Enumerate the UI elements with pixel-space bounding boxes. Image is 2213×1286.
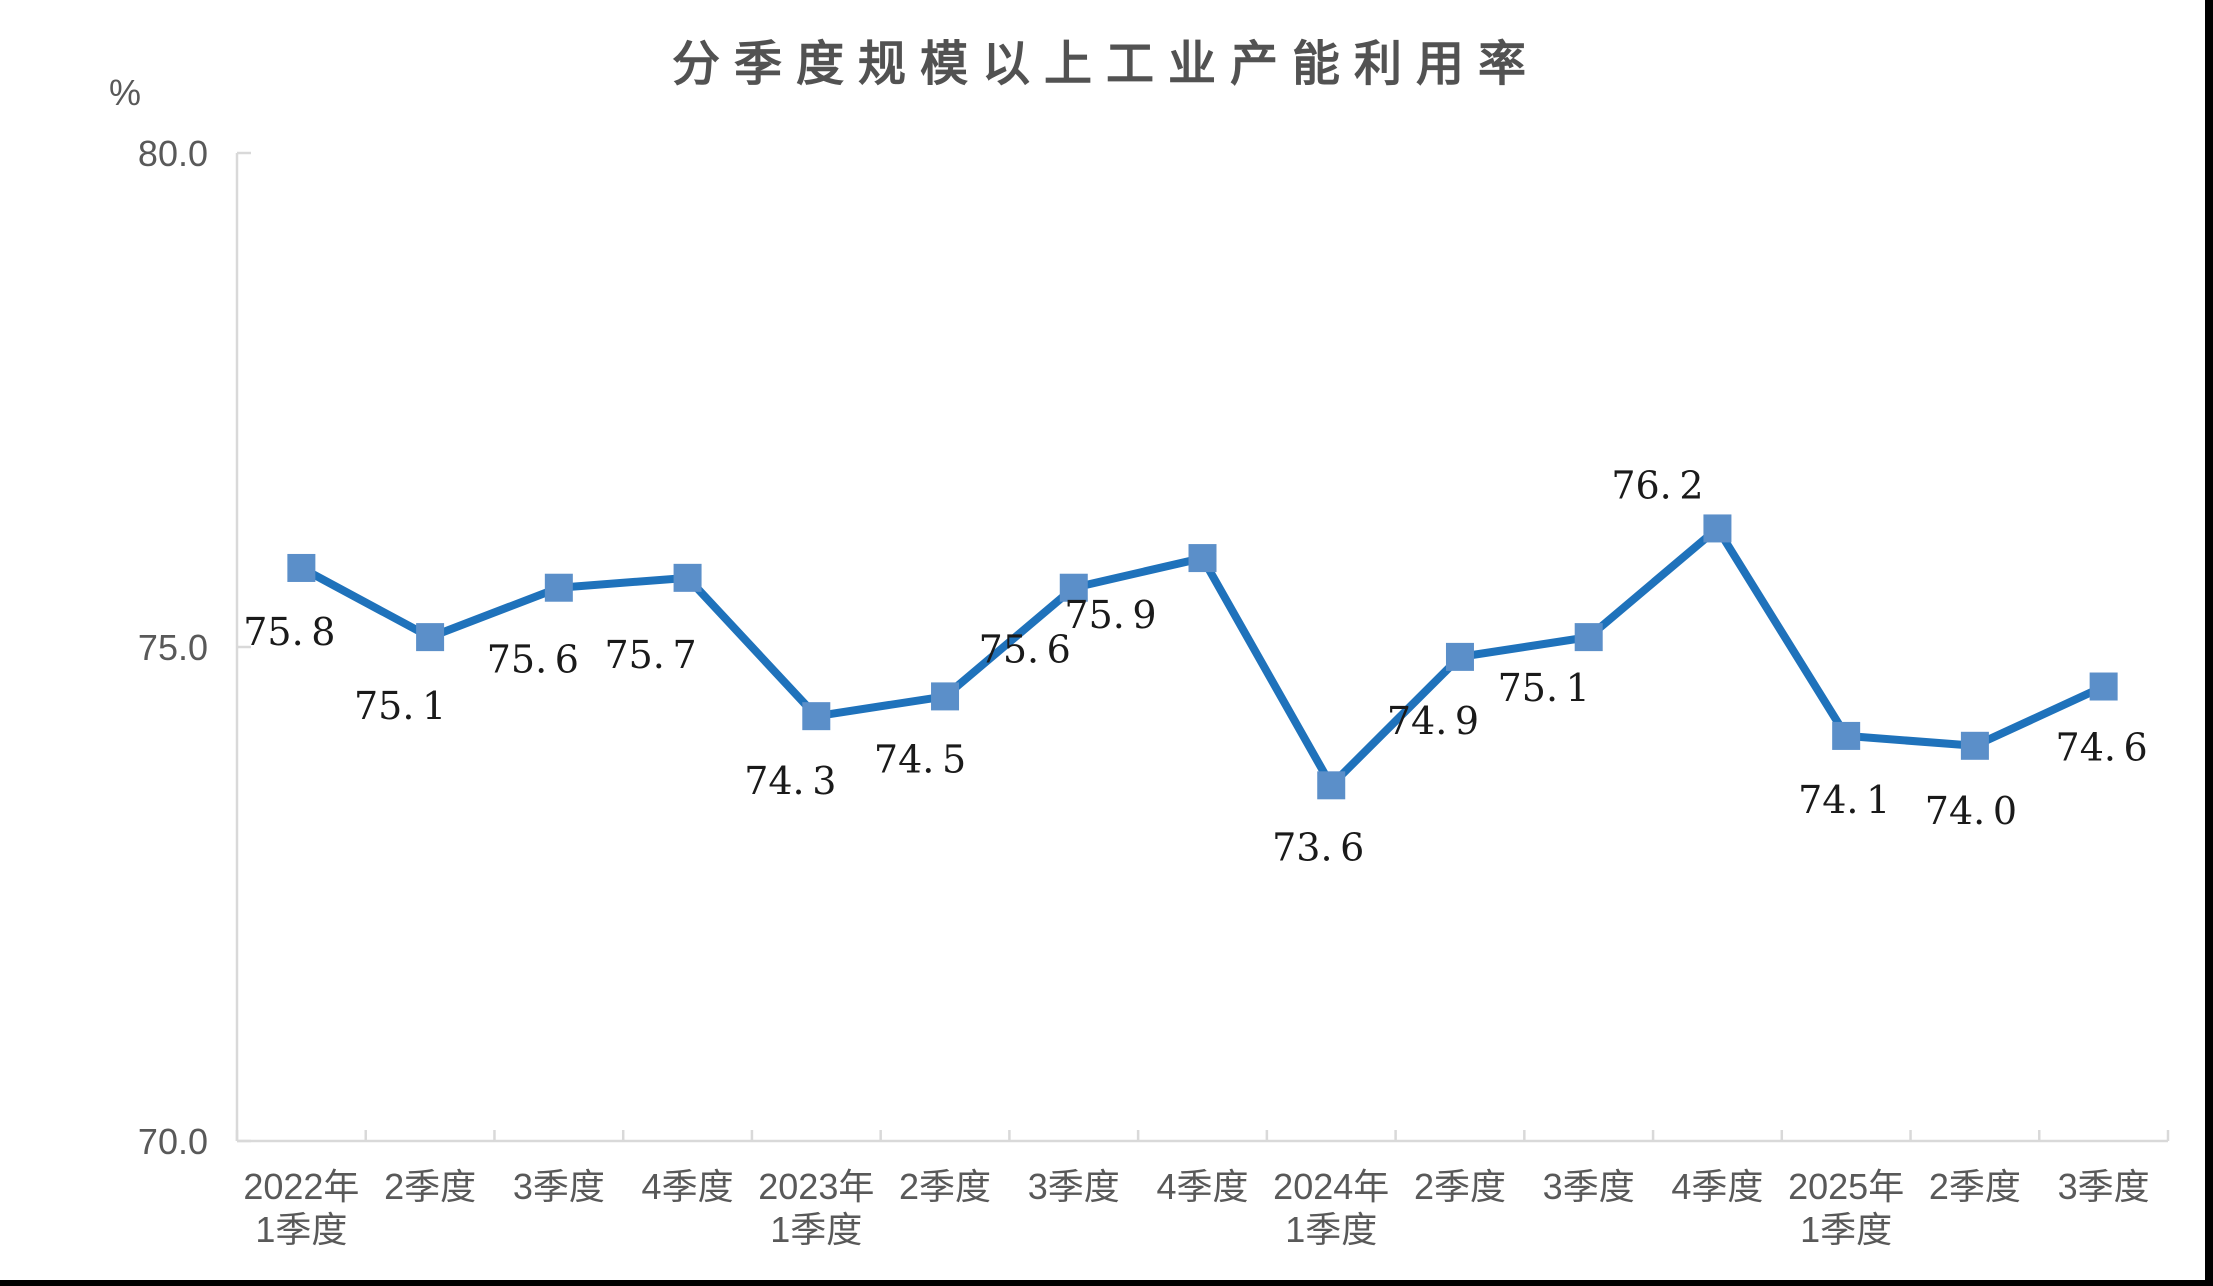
data-point-marker xyxy=(1832,721,1861,750)
data-label: 74. 9 xyxy=(1387,699,1479,743)
data-label: 75. 9 xyxy=(1064,593,1156,637)
x-tick-label: 2季度 xyxy=(384,1166,476,1207)
data-label: 74. 3 xyxy=(744,759,836,803)
data-point-marker xyxy=(416,623,445,652)
x-tick-label: 3季度 xyxy=(513,1166,605,1207)
data-label: 74. 6 xyxy=(2056,726,2148,770)
x-tick-label: 4季度 xyxy=(1671,1166,1763,1207)
data-point-marker xyxy=(544,573,573,602)
data-label: 75. 1 xyxy=(1498,666,1590,710)
data-label: 74. 0 xyxy=(1925,789,2017,833)
data-label: 76. 2 xyxy=(1611,463,1703,507)
x-tick-label: 4季度 xyxy=(642,1166,734,1207)
x-tick-label: 1季度 xyxy=(770,1209,862,1250)
data-point-marker xyxy=(287,553,316,582)
data-point-marker xyxy=(1703,514,1732,543)
window-right-edge xyxy=(2205,0,2213,1286)
data-point-marker xyxy=(1445,642,1474,671)
y-axis-unit-label: % xyxy=(109,72,141,113)
data-point-marker xyxy=(673,563,702,592)
data-label: 75. 8 xyxy=(243,610,335,654)
y-tick-label: 80.0 xyxy=(138,133,208,174)
series-markers xyxy=(287,514,2118,800)
x-tick-label: 2025年 xyxy=(1788,1166,1904,1207)
x-tick-label: 2022年 xyxy=(243,1166,359,1207)
chart-title: 分季度规模以上工业产能利用率 xyxy=(672,38,1540,91)
y-tick-label: 75.0 xyxy=(138,627,208,668)
data-point-marker xyxy=(1960,731,1989,760)
x-tick-label: 4季度 xyxy=(1156,1166,1248,1207)
data-point-marker xyxy=(1574,623,1603,652)
data-point-marker xyxy=(1059,573,1088,602)
x-tick-label: 1季度 xyxy=(1285,1209,1377,1250)
data-label: 73. 6 xyxy=(1272,825,1364,869)
y-tick-label: 70.0 xyxy=(138,1121,208,1162)
data-point-marker xyxy=(2089,672,2118,701)
data-labels: 75. 875. 175. 6 75. 774. 3 74. 575. 675. 9… xyxy=(243,463,2147,869)
x-tick-label: 1季度 xyxy=(255,1209,347,1250)
data-label: 75. 7 xyxy=(604,633,696,677)
data-label: 74. 1 xyxy=(1798,778,1890,822)
data-point-marker xyxy=(1188,544,1217,573)
x-tick-label: 2季度 xyxy=(899,1166,991,1207)
data-label: 75. 6 xyxy=(487,638,579,682)
x-tick-label: 2023年 xyxy=(758,1166,874,1207)
data-point-marker xyxy=(802,702,831,731)
x-tick-label: 3季度 xyxy=(2058,1166,2150,1207)
data-point-marker xyxy=(1317,771,1346,800)
x-tick-label: 2季度 xyxy=(1929,1166,2021,1207)
x-tick-label: 2024年 xyxy=(1273,1166,1389,1207)
data-label: 75. 6 xyxy=(979,628,1071,672)
data-label: 75. 1 xyxy=(354,684,446,728)
x-tick-label: 1季度 xyxy=(1800,1209,1892,1250)
x-tick-label: 2季度 xyxy=(1414,1166,1506,1207)
window-bottom-edge xyxy=(0,1280,2213,1286)
x-tick-label: 3季度 xyxy=(1543,1166,1635,1207)
y-axis: 80.0 75.0 70.0 xyxy=(138,133,251,1162)
data-point-marker xyxy=(931,682,960,711)
x-tick-label: 3季度 xyxy=(1028,1166,1120,1207)
data-label: 74. 5 xyxy=(874,737,966,781)
